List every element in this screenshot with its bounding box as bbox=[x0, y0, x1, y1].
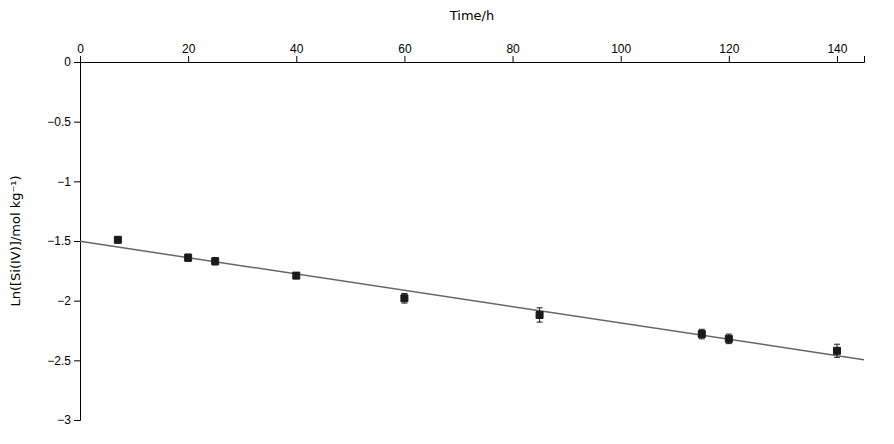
data-point bbox=[833, 347, 840, 354]
x-axis-line bbox=[81, 56, 865, 63]
x-tick-mark bbox=[296, 56, 297, 62]
x-tick-mark bbox=[80, 56, 81, 62]
plot: 0 20 40 60 80 100 120 140 0 −0.5 −1 −1.5 −2 −2.5 −3 bbox=[47, 42, 864, 427]
y-tick-label: 0 bbox=[64, 55, 71, 69]
x-tick-mark bbox=[837, 56, 838, 62]
data-point bbox=[401, 295, 408, 302]
y-tick-label: −1.5 bbox=[47, 234, 71, 248]
x-tick-mark bbox=[729, 56, 730, 62]
error-bar-cap bbox=[726, 343, 732, 344]
marks bbox=[80, 236, 864, 359]
x-axis-title: Time/h bbox=[449, 8, 494, 23]
y-tick-label: −2.5 bbox=[47, 354, 71, 368]
y-tick-mark bbox=[74, 301, 80, 302]
y-tick-mark bbox=[74, 420, 80, 421]
x-tick-label: 0 bbox=[77, 42, 84, 56]
data-point bbox=[185, 254, 192, 261]
y-tick: −2 bbox=[57, 294, 80, 308]
data-point bbox=[698, 331, 705, 338]
x-tick: 40 bbox=[290, 42, 304, 62]
x-tick: 100 bbox=[611, 42, 631, 62]
error-bar bbox=[115, 237, 121, 243]
x-tick-mark bbox=[188, 56, 189, 62]
error-bar bbox=[537, 308, 543, 322]
x-tick: 60 bbox=[398, 42, 412, 62]
x-tick-label: 80 bbox=[506, 42, 520, 56]
y-tick: −1 bbox=[57, 175, 80, 189]
y-tick: 0 bbox=[64, 55, 80, 69]
error-bar-cap bbox=[834, 344, 840, 345]
y-tick-mark bbox=[74, 62, 80, 63]
y-axis-line bbox=[74, 63, 81, 421]
error-bar bbox=[699, 329, 705, 339]
x-tick: 140 bbox=[827, 42, 847, 62]
y-axis-title: Ln([Si(IV)]/mol kg⁻¹) bbox=[8, 175, 23, 306]
y-axis: 0 −0.5 −1 −1.5 −2 −2.5 −3 bbox=[47, 55, 80, 427]
x-tick: 80 bbox=[506, 42, 520, 62]
y-tick-label: −0.5 bbox=[47, 115, 71, 129]
error-bar-cap bbox=[699, 329, 705, 330]
x-tick: 20 bbox=[182, 42, 196, 62]
y-tick-mark bbox=[74, 360, 80, 361]
data-point bbox=[725, 335, 732, 342]
error-bar bbox=[401, 294, 407, 304]
error-bar-cap bbox=[401, 303, 407, 304]
x-axis: 0 20 40 60 80 100 120 140 bbox=[77, 42, 864, 63]
error-bar bbox=[726, 334, 732, 344]
error-bar-cap bbox=[726, 334, 732, 335]
error-bar-cap bbox=[834, 357, 840, 358]
y-tick-mark bbox=[74, 241, 80, 242]
x-tick-label: 40 bbox=[290, 42, 304, 56]
error-bar bbox=[212, 258, 218, 265]
data-point bbox=[114, 236, 121, 243]
y-tick-label: −2 bbox=[57, 294, 71, 308]
data-point bbox=[536, 311, 543, 318]
y-tick-mark bbox=[74, 122, 80, 123]
data-point bbox=[212, 258, 219, 265]
fit-line bbox=[80, 241, 864, 359]
y-tick: −0.5 bbox=[47, 115, 80, 129]
x-tick-mark bbox=[404, 56, 405, 62]
error-bar-cap bbox=[699, 338, 705, 339]
error-bar bbox=[834, 344, 840, 357]
chart: 0 20 40 60 80 100 120 140 0 −0.5 −1 −1.5 −2 −2.5 −3 Tim… bbox=[0, 0, 894, 444]
y-tick-mark bbox=[74, 181, 80, 182]
error-bar-cap bbox=[537, 307, 543, 308]
x-tick-label: 100 bbox=[611, 42, 631, 56]
x-tick: 0 bbox=[77, 42, 84, 62]
x-tick-label: 140 bbox=[827, 42, 847, 56]
y-tick: −2.5 bbox=[47, 354, 80, 368]
x-tick-label: 20 bbox=[182, 42, 196, 56]
y-tick-label: −3 bbox=[57, 413, 71, 427]
error-bar bbox=[293, 273, 299, 279]
y-tick: −3 bbox=[57, 413, 80, 427]
y-tick: −1.5 bbox=[47, 234, 80, 248]
data-point bbox=[293, 272, 300, 279]
x-tick-mark bbox=[621, 56, 622, 62]
error-bar-cap bbox=[537, 322, 543, 323]
y-tick-label: −1 bbox=[57, 175, 71, 189]
x-tick: 120 bbox=[719, 42, 739, 62]
x-tick-label: 120 bbox=[719, 42, 739, 56]
error-bar bbox=[185, 254, 191, 261]
x-tick-label: 60 bbox=[398, 42, 412, 56]
error-bar-cap bbox=[401, 293, 407, 294]
x-tick-mark bbox=[513, 56, 514, 62]
